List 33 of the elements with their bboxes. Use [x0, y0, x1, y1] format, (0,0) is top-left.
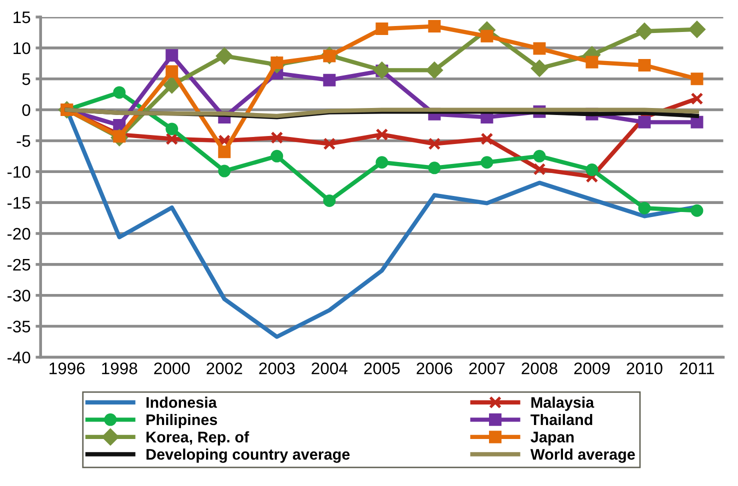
legend-label: Malaysia — [531, 396, 594, 411]
x-tick-label: 2009 — [574, 362, 610, 374]
x-tick-label: 1998 — [102, 362, 138, 374]
y-tick-label: -20 — [8, 228, 30, 240]
y-tick-label: 15 — [14, 12, 30, 24]
legend-label: Indonesia — [146, 396, 217, 408]
y-tick-label: 5 — [22, 73, 30, 86]
y-tick-label: -35 — [8, 320, 30, 332]
legend-label: Developing country average — [146, 448, 350, 463]
legend-label: World average — [530, 448, 635, 463]
y-tick-label: -5 — [16, 135, 30, 147]
x-tick-label: 2002 — [206, 362, 242, 374]
legend-label: Japan — [530, 432, 574, 446]
x-tick-label: 1996 — [50, 362, 85, 374]
legend-label: Philipines — [146, 414, 218, 428]
y-tick-label: -40 — [8, 352, 30, 364]
x-tick-label: 2000 — [154, 362, 190, 374]
x-tick-label: 2005 — [364, 362, 400, 374]
legend-label: Korea, Rep. of — [146, 431, 250, 446]
x-tick-label: 2010 — [626, 362, 662, 374]
x-tick-label: 2003 — [259, 362, 295, 374]
x-tick-label: 2011 — [680, 362, 714, 374]
y-tick-label: 0 — [22, 104, 30, 116]
y-tick-label: -10 — [8, 166, 30, 178]
legend-label: Thailand — [530, 414, 592, 426]
x-tick-label: 2008 — [522, 362, 558, 374]
x-tick-label: 2004 — [312, 362, 348, 374]
y-tick-label: -30 — [8, 290, 30, 302]
x-tick-label: 2007 — [469, 362, 505, 374]
y-tick-label: -15 — [8, 197, 30, 209]
x-tick-label: 2006 — [416, 362, 452, 374]
y-tick-label: -25 — [8, 258, 30, 271]
y-tick-label: 10 — [14, 42, 30, 54]
